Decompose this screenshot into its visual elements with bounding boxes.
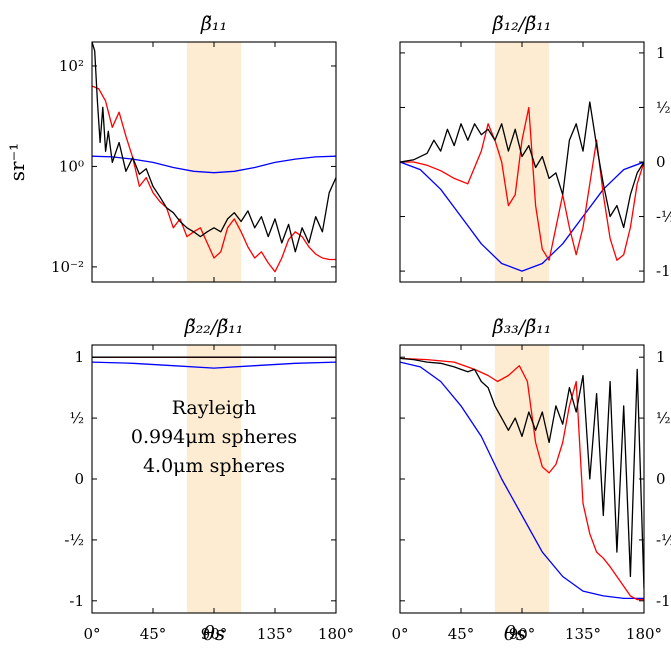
panel-2: β̃₁₂/β̃₁₁ 1 ½ 0 -½ -1 (399, 13, 671, 283)
shaded-band (186, 42, 242, 282)
y-tick-label: 1 (656, 348, 666, 366)
x-tick-label: 0° (83, 625, 100, 643)
shaded-band (186, 345, 242, 613)
x-axis-label-left: θs (203, 621, 225, 645)
x-tick-label: 135° (565, 625, 601, 643)
y-tick-label: 0 (74, 470, 84, 488)
y-tick-label: 1 (74, 348, 84, 366)
y-tick-label: 0 (656, 153, 666, 171)
panel-title: β̃₁₂/β̃₁₁ (492, 13, 552, 35)
y-tick-label: -1 (656, 262, 671, 280)
shaded-band (494, 42, 550, 282)
legend-4um-spheres: 4.0μm spheres (143, 455, 285, 477)
y-tick-label: -½ (656, 531, 671, 549)
panel-title: β̃₂₂/β̃₁₁ (184, 316, 244, 338)
series-line-rayleigh (92, 361, 336, 369)
y-tick-label: -1 (656, 592, 671, 610)
y-tick-label: 10⁻² (51, 258, 84, 276)
panel-4: β̃₃₃/β̃₁₁ 0° 45° 90° 135° 180° 1 ½ 0 -½ -1 (391, 316, 671, 643)
y-tick-label: ½ (656, 409, 671, 427)
y-tick-label: 0 (656, 470, 666, 488)
series-line-rayleigh (400, 161, 644, 272)
y-tick-label: -½ (64, 531, 84, 549)
y-tick-label: ½ (69, 409, 84, 427)
series-line-4-0-m-spheres (92, 42, 336, 253)
x-tick-label: 45° (140, 625, 167, 643)
panel-3: β̃₂₂/β̃₁₁ 0° 45° 90° 135° 180° 1 ½ 0 -½ -1 (64, 316, 354, 643)
shaded-band (494, 345, 550, 613)
y-tick-label: ½ (656, 98, 671, 116)
x-tick-label: 0° (391, 625, 408, 643)
legend-rayleigh: Rayleigh (172, 397, 257, 419)
panel-title: β̃₁₁ (200, 13, 227, 35)
y-tick-label: 1 (656, 44, 666, 62)
panel-1: β̃₁₁ 10² 10⁰ 10⁻² (51, 13, 337, 283)
x-tick-label: 90° (509, 625, 536, 643)
series-line-4-0-m-spheres (400, 101, 644, 229)
legend-0994-spheres: 0.994μm spheres (131, 426, 297, 448)
series-line-0-994-m-spheres (400, 357, 644, 601)
y-tick-label: 10⁰ (59, 157, 84, 175)
y-tick-label: 10² (59, 57, 84, 75)
panels: β̃₁₁ 10² 10⁰ 10⁻² β̃₁₂/β̃₁₁ 1 ½ 0 -½ -1 β̃₂₂/β̃₁₁ 0… (51, 13, 671, 643)
series-line-0-994-m-spheres (400, 106, 644, 261)
y-axis-label: sr⁻¹ (5, 143, 29, 181)
y-tick-label: -½ (656, 208, 671, 226)
y-tick-label: -1 (69, 592, 84, 610)
x-tick-label: 135° (257, 625, 293, 643)
panel-title: β̃₃₃/β̃₁₁ (492, 316, 552, 338)
x-tick-label: 180° (318, 625, 354, 643)
series-line-4-0-m-spheres (400, 357, 644, 589)
x-tick-label: 180° (626, 625, 662, 643)
x-tick-label: 90° (201, 625, 228, 643)
series-line-rayleigh (400, 361, 644, 600)
x-axis-label-right: θs (504, 621, 526, 645)
x-tick-label: 45° (448, 625, 475, 643)
